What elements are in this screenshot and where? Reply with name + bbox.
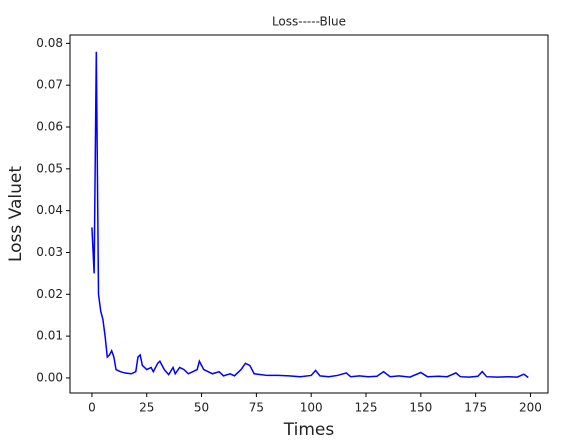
y-tick-label: 0.06 [36, 120, 63, 134]
y-tick-label: 0.00 [36, 370, 63, 384]
x-tick-label: 175 [464, 401, 487, 415]
y-tick-label: 0.04 [36, 203, 63, 217]
x-tick-label: 100 [300, 401, 323, 415]
y-tick-label: 0.02 [36, 287, 63, 301]
x-tick-label: 25 [139, 401, 154, 415]
x-tick-label: 200 [519, 401, 542, 415]
x-tick-label: 0 [88, 401, 96, 415]
chart-title: Loss-----Blue [272, 15, 346, 29]
y-tick-label: 0.03 [36, 245, 63, 259]
x-axis-label: Times [283, 420, 335, 440]
plot-frame [69, 34, 549, 394]
y-tick-label: 0.07 [36, 78, 63, 92]
x-tick-label: 50 [194, 401, 209, 415]
y-tick-label: 0.01 [36, 329, 63, 343]
x-tick-label: 75 [249, 401, 264, 415]
x-tick-label: 125 [355, 401, 378, 415]
loss-line [91, 51, 529, 379]
x-tick-label: 150 [409, 401, 432, 415]
y-tick-label: 0.05 [36, 161, 63, 175]
y-axis-label: Loss Valuet [6, 166, 26, 262]
y-tick-label: 0.08 [36, 36, 63, 50]
